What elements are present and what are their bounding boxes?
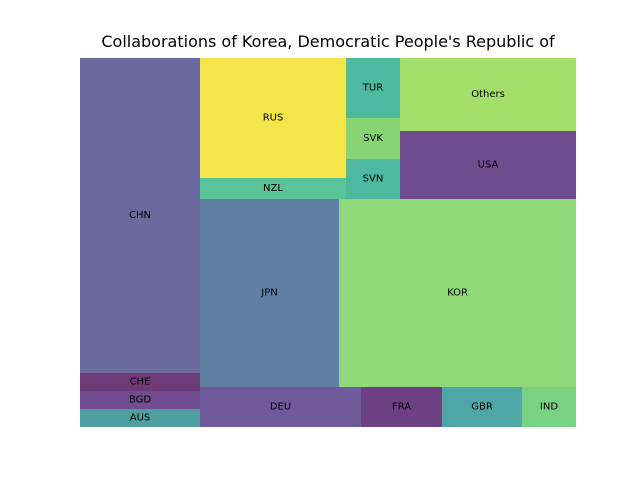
treemap-cell-gbr	[442, 387, 522, 427]
treemap-label-aus: AUS	[130, 413, 151, 424]
treemap-cell-ind	[522, 387, 576, 427]
treemap-cell-rus	[200, 58, 346, 178]
treemap-label-bgd: BGD	[129, 395, 151, 406]
treemap-cell-chn	[80, 58, 200, 373]
treemap-cell-aus	[80, 409, 200, 427]
treemap-label-nzl: NZL	[263, 183, 283, 194]
chart-title: Collaborations of Korea, Democratic Peop…	[101, 32, 555, 51]
treemap-cell-fra	[361, 387, 442, 427]
treemap-cell-deu	[200, 387, 361, 427]
treemap-cell-svk	[346, 118, 400, 159]
treemap-cell-nzl	[200, 178, 346, 199]
treemap-label-tur: TUR	[362, 83, 383, 94]
treemap-label-jpn: JPN	[260, 288, 277, 299]
treemap-cell-kor	[339, 199, 576, 387]
treemap-label-kor: KOR	[447, 288, 468, 299]
treemap-label-gbr: GBR	[471, 402, 493, 413]
treemap-cell-others	[400, 58, 576, 131]
treemap-cell-che	[80, 373, 200, 391]
treemap-label-fra: FRA	[392, 402, 411, 413]
treemap-cell-jpn	[200, 199, 339, 387]
treemap-label-ind: IND	[540, 402, 558, 413]
treemap-label-others: Others	[471, 89, 505, 100]
treemap-label-deu: DEU	[270, 402, 291, 413]
treemap-cell-svn	[346, 159, 400, 199]
treemap-label-svk: SVK	[363, 133, 383, 144]
treemap-cell-usa	[400, 131, 576, 199]
treemap-label-chn: CHN	[129, 210, 151, 221]
treemap-cell-tur	[346, 58, 400, 118]
treemap-label-svn: SVN	[363, 174, 384, 185]
treemap-label-rus: RUS	[263, 113, 284, 124]
treemap-cell-bgd	[80, 391, 200, 409]
treemap-label-usa: USA	[478, 160, 499, 171]
treemap-label-che: CHE	[130, 377, 151, 388]
